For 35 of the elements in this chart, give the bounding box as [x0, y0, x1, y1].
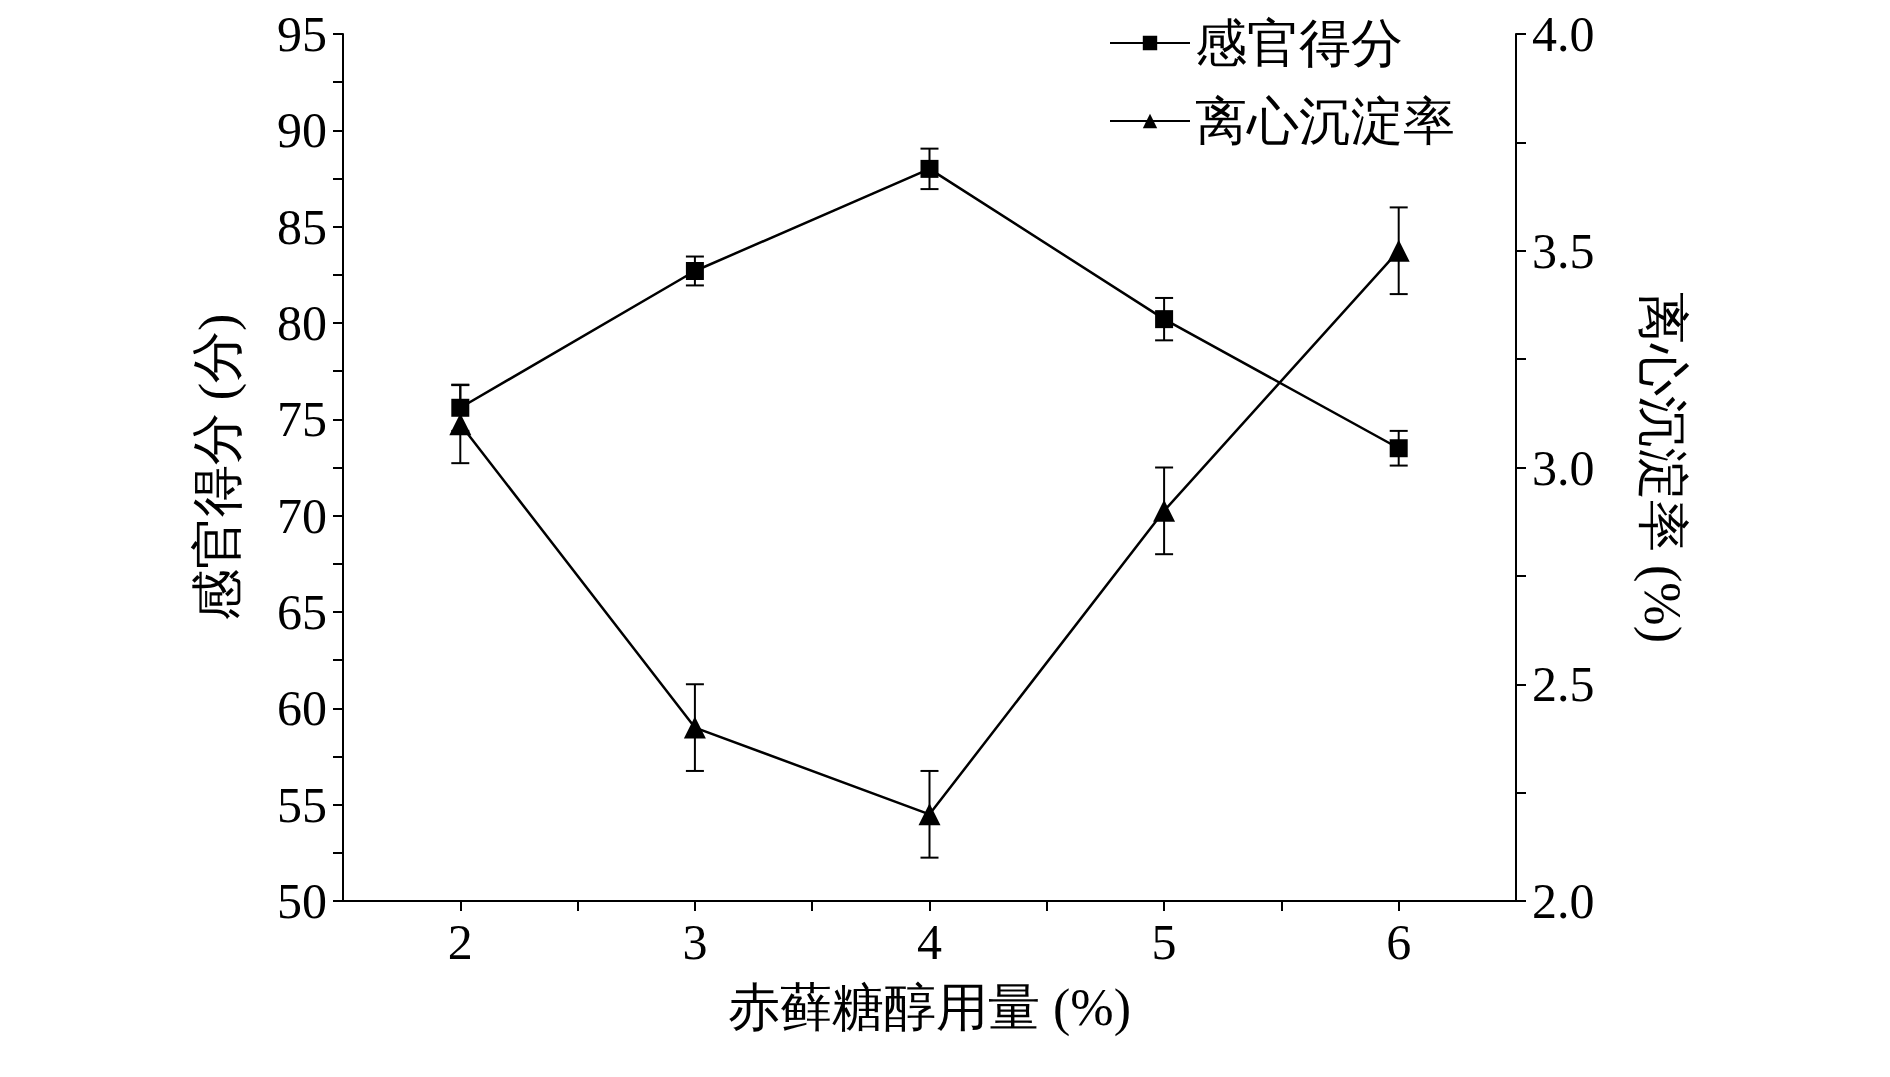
- point: [1389, 439, 1408, 458]
- point: [1155, 310, 1174, 329]
- x-tick-label: 4: [917, 914, 942, 970]
- y-tick-label: 90: [277, 102, 327, 159]
- y-tick-label: 95: [277, 6, 327, 62]
- point: [918, 803, 941, 826]
- x-tick-label: 3: [682, 914, 708, 970]
- point: [1153, 499, 1176, 522]
- y-tick-label: 55: [277, 776, 327, 833]
- x-tick-label: 5: [1151, 914, 1177, 970]
- y-tick-label: 50: [277, 873, 327, 929]
- x-axis-title: 赤藓糖醇用量 (%): [728, 978, 1131, 1037]
- legend-label: 感官得分: [1195, 14, 1403, 72]
- y-axis-title: 感官得分 (分): [188, 313, 247, 622]
- y2-tick-label: 2.5: [1532, 656, 1595, 713]
- point: [1387, 239, 1410, 262]
- point: [449, 413, 472, 436]
- y-tick-label: 60: [277, 680, 327, 737]
- point: [451, 398, 470, 417]
- y-tick-label: 85: [277, 198, 327, 255]
- y2-tick-label: 2.0: [1532, 873, 1595, 929]
- y2-tick-label: 3.5: [1532, 222, 1595, 279]
- y-tick-label: 75: [277, 391, 327, 448]
- y2-tick-label: 4.0: [1532, 6, 1595, 62]
- legend-label: 离心沉淀率: [1195, 92, 1455, 150]
- y-tick-label: 65: [277, 584, 327, 640]
- y-tick-label: 70: [277, 487, 327, 544]
- y2-axis-title: 离心沉淀率 (%): [1632, 292, 1691, 643]
- point: [683, 716, 706, 739]
- y2-tick-label: 3.0: [1532, 439, 1595, 496]
- x-tick-label: 2: [447, 914, 473, 970]
- point: [920, 159, 939, 178]
- point: [685, 261, 704, 280]
- x-tick-label: 6: [1386, 914, 1412, 970]
- y-tick-label: 80: [277, 295, 327, 351]
